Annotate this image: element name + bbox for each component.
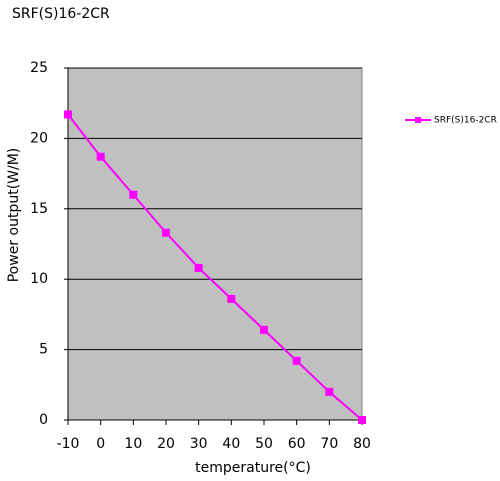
y-tick-label: 20	[30, 130, 48, 146]
marker	[227, 294, 236, 303]
y-tick-label: 10	[30, 271, 48, 287]
marker	[358, 416, 366, 424]
x-tick-label: 0	[96, 436, 105, 452]
marker	[96, 152, 105, 161]
x-axis-label: temperature(°C)	[195, 460, 311, 476]
series-line	[67, 113, 363, 421]
marker	[162, 228, 170, 237]
marker	[325, 387, 334, 396]
x-tick-label: 40	[222, 436, 240, 452]
x-tick-label: -10	[57, 436, 80, 452]
marker	[129, 190, 138, 199]
y-tick-label: 5	[39, 342, 48, 358]
plot-area	[67, 67, 363, 421]
legend-label: SRF(S)16-2CR	[434, 116, 497, 126]
marker	[64, 110, 72, 119]
x-tick-label: 60	[288, 436, 306, 452]
x-tick-label: 10	[124, 436, 142, 452]
legend-marker	[415, 117, 421, 123]
marker	[260, 325, 268, 334]
y-tick-label: 25	[30, 60, 48, 76]
y-tick-label: 15	[30, 201, 48, 217]
marker	[194, 263, 203, 272]
chart-title: SRF(S)16-2CR	[12, 6, 110, 22]
y-axis-label: Power output(W/M)	[6, 148, 22, 283]
x-tick-label: 30	[190, 436, 208, 452]
marker	[292, 356, 301, 365]
y-tick-label: 0	[39, 412, 48, 428]
x-tick-label: 50	[255, 436, 273, 452]
x-tick-label: 20	[157, 436, 175, 452]
x-tick-label: 70	[320, 436, 338, 452]
x-tick-label: 80	[353, 436, 371, 452]
